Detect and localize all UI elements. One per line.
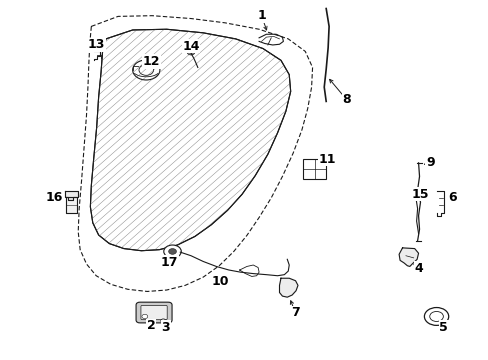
Text: 4: 4 <box>413 262 422 275</box>
Polygon shape <box>279 278 297 297</box>
Polygon shape <box>64 192 78 200</box>
Text: 12: 12 <box>142 55 160 68</box>
Text: 16: 16 <box>45 192 62 204</box>
FancyBboxPatch shape <box>136 302 172 323</box>
Circle shape <box>168 249 176 254</box>
FancyBboxPatch shape <box>141 305 167 320</box>
Text: 17: 17 <box>160 256 178 269</box>
Circle shape <box>161 319 165 323</box>
Text: 10: 10 <box>211 275 228 288</box>
Text: 15: 15 <box>411 188 428 201</box>
Text: 3: 3 <box>161 321 170 334</box>
Polygon shape <box>398 248 418 266</box>
Text: 9: 9 <box>425 156 434 168</box>
Circle shape <box>142 314 147 319</box>
Circle shape <box>163 245 181 258</box>
Polygon shape <box>65 197 77 213</box>
Text: 6: 6 <box>447 192 456 204</box>
Text: 2: 2 <box>146 319 155 332</box>
Text: 7: 7 <box>290 306 299 319</box>
Text: 1: 1 <box>257 9 265 22</box>
Text: 13: 13 <box>87 39 104 51</box>
Text: 8: 8 <box>342 93 350 106</box>
Text: 5: 5 <box>439 321 447 334</box>
Text: 11: 11 <box>318 153 335 166</box>
Circle shape <box>187 49 195 55</box>
Circle shape <box>132 60 160 80</box>
Polygon shape <box>90 29 290 251</box>
Text: 14: 14 <box>182 40 200 53</box>
Bar <box>302 158 325 179</box>
